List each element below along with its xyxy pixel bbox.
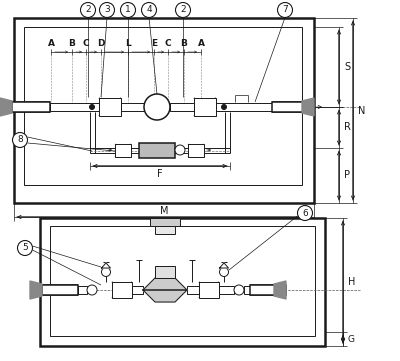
Bar	[78, 286, 87, 294]
Bar	[99, 98, 121, 116]
Bar	[42, 285, 78, 295]
Bar	[115, 144, 131, 157]
Bar	[50, 226, 315, 336]
Bar	[155, 266, 175, 278]
Text: C: C	[83, 39, 89, 48]
Text: 7: 7	[282, 5, 288, 14]
Text: 5: 5	[22, 244, 28, 252]
Circle shape	[142, 3, 156, 17]
Bar	[199, 282, 219, 298]
Text: 8: 8	[17, 135, 23, 144]
Polygon shape	[143, 278, 187, 290]
Text: M: M	[160, 206, 168, 216]
Circle shape	[90, 104, 94, 109]
Circle shape	[176, 3, 190, 17]
Bar	[40, 218, 325, 346]
Text: L: L	[125, 39, 131, 48]
Bar	[250, 285, 286, 295]
Bar	[132, 286, 143, 294]
Circle shape	[234, 285, 244, 295]
Circle shape	[100, 3, 114, 17]
Circle shape	[278, 3, 292, 17]
Bar	[14, 18, 314, 203]
Circle shape	[144, 94, 170, 120]
Text: A: A	[198, 39, 204, 48]
Text: 4: 4	[146, 5, 152, 14]
Bar	[150, 218, 180, 226]
Text: E: E	[151, 39, 157, 48]
Text: P: P	[344, 170, 350, 180]
Bar	[12, 102, 50, 112]
Circle shape	[18, 240, 32, 256]
Text: S: S	[344, 62, 350, 72]
Text: F: F	[157, 169, 163, 179]
Circle shape	[222, 104, 226, 109]
Text: 1: 1	[125, 5, 131, 14]
Polygon shape	[30, 281, 42, 299]
Text: A: A	[48, 39, 54, 48]
Circle shape	[12, 132, 28, 148]
Bar	[139, 143, 175, 158]
Text: 2: 2	[180, 5, 186, 14]
Bar	[24, 27, 302, 185]
Bar	[121, 103, 144, 111]
Text: 3: 3	[104, 5, 110, 14]
Bar	[112, 282, 132, 298]
Bar	[155, 226, 175, 234]
Text: D: D	[97, 39, 105, 48]
Bar	[272, 102, 310, 112]
Circle shape	[298, 205, 312, 221]
Bar	[194, 98, 216, 116]
Text: C: C	[165, 39, 171, 48]
Polygon shape	[0, 98, 12, 116]
Circle shape	[102, 268, 110, 277]
Polygon shape	[143, 290, 187, 302]
Bar	[216, 103, 272, 111]
Text: B: B	[68, 39, 76, 48]
Text: 6: 6	[302, 209, 308, 217]
Bar	[187, 286, 199, 294]
Circle shape	[80, 3, 96, 17]
Polygon shape	[302, 98, 314, 116]
Circle shape	[175, 145, 185, 155]
Text: G: G	[348, 335, 355, 344]
Text: N: N	[358, 105, 365, 116]
Bar	[170, 103, 194, 111]
Polygon shape	[220, 263, 228, 268]
Bar	[188, 144, 204, 157]
Bar	[50, 103, 99, 111]
Text: B: B	[180, 39, 188, 48]
Polygon shape	[274, 281, 286, 299]
Circle shape	[220, 268, 228, 277]
Circle shape	[120, 3, 136, 17]
Text: H: H	[348, 277, 355, 287]
Text: R: R	[344, 122, 351, 132]
Bar	[244, 286, 250, 294]
Circle shape	[87, 285, 97, 295]
Bar	[219, 286, 234, 294]
Polygon shape	[102, 263, 110, 268]
Text: 2: 2	[85, 5, 91, 14]
